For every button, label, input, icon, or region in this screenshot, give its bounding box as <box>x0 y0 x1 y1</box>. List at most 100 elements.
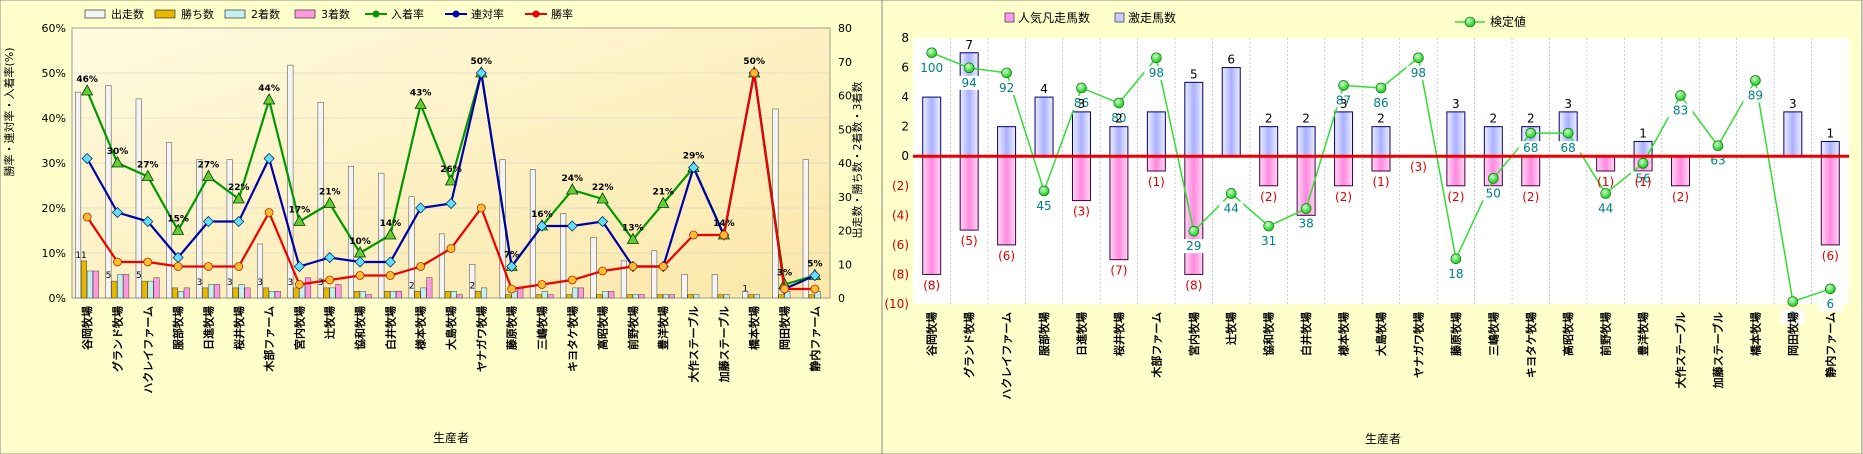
left-x-tick--: 辻牧場 <box>323 306 337 339</box>
right-x-tick--: 服部牧場 <box>1037 312 1051 356</box>
bar-gekisou-0 <box>922 96 942 157</box>
point---11 <box>415 202 427 214</box>
value-label-bg-14 <box>1443 266 1468 281</box>
bar-label-0: 11 <box>75 251 86 261</box>
value-label-bg-4 <box>1069 95 1094 110</box>
left-x-tick--: 様本牧場 <box>414 306 428 350</box>
bar---18 <box>620 260 627 299</box>
bar-gekisou-12 <box>1371 126 1391 157</box>
left-x-axis-title: 生産者 <box>433 430 469 445</box>
left-x-tick--: 日進牧場 <box>201 306 215 350</box>
bar-2--20 <box>693 294 700 299</box>
point---9 <box>355 271 365 280</box>
neg-label-6: (1) <box>1148 175 1165 189</box>
legend-marker-- <box>532 10 540 18</box>
point-kentei-24 <box>1824 283 1836 295</box>
point---12 <box>445 197 457 210</box>
point---1 <box>111 206 124 219</box>
bar---8 <box>323 287 330 299</box>
data-label-3: 15% <box>167 215 189 225</box>
bar---8 <box>317 102 324 299</box>
value-label-bg-7 <box>1181 239 1206 254</box>
bar-3--10 <box>396 291 403 299</box>
point-kentei-21 <box>1712 140 1724 152</box>
bar---14 <box>505 294 512 299</box>
point---17 <box>596 192 609 204</box>
value-label-bg-17 <box>1556 141 1581 156</box>
legend-swatch-bonsou <box>1004 12 1015 23</box>
point---14 <box>507 284 517 294</box>
point---17 <box>597 215 609 228</box>
value-label-10: 38 <box>1298 217 1313 231</box>
data-label-16: 24% <box>562 174 584 184</box>
bar-bonsou-5 <box>1109 155 1129 261</box>
bar---12 <box>444 291 451 299</box>
right-x-tick--: 豊洋牧場 <box>1636 312 1650 356</box>
point---0 <box>82 212 92 222</box>
left-x-tick--: 豊洋牧場 <box>656 306 670 350</box>
right-x-tick--: 岡田牧場 <box>1786 312 1800 356</box>
point---11 <box>416 262 426 271</box>
value-label-bg-3 <box>1032 198 1057 213</box>
bar-bonsou-1 <box>959 155 979 231</box>
point-kentei-17 <box>1562 127 1574 139</box>
point---17 <box>598 266 607 276</box>
bar---21 <box>711 274 718 299</box>
bar-gekisou-4 <box>1071 111 1091 157</box>
point---19 <box>657 196 670 208</box>
bar-gekisou-3 <box>1034 96 1054 157</box>
point---23 <box>780 284 789 294</box>
right-x-tick--: グランド牧場 <box>962 312 976 378</box>
neg-label-9: (2) <box>1260 190 1277 204</box>
legend-swatch-- <box>84 9 106 19</box>
right-chart-y-tick-label: (2) <box>892 179 909 193</box>
value-label-24: 6 <box>1826 297 1834 311</box>
point-kentei-20 <box>1675 90 1686 101</box>
right-x-tick--: 木部ファーム <box>1149 312 1163 379</box>
pos-label-15: 2 <box>1489 112 1497 126</box>
value-label-4: 86 <box>1074 96 1089 110</box>
bar-label-7: 3 <box>288 278 294 288</box>
value-label-19: 56 <box>1635 171 1650 185</box>
point---21 <box>719 230 729 240</box>
bar-label-5: 3 <box>227 278 233 288</box>
neg-label-7: (8) <box>1185 278 1202 292</box>
point---2 <box>141 169 154 181</box>
value-label-8: 44 <box>1224 201 1239 215</box>
bar---11 <box>414 291 421 299</box>
point-kentei-13 <box>1413 52 1424 64</box>
value-label-bg-2 <box>994 80 1019 95</box>
point---20 <box>687 161 700 174</box>
bar-bonsou-12 <box>1371 155 1391 172</box>
point---6 <box>264 208 274 217</box>
bar-2--2 <box>147 280 154 299</box>
left-y-tick-label: 0% <box>49 292 66 305</box>
pos-label-19: 1 <box>1639 126 1647 140</box>
left-x-tick--: 橋本牧場 <box>747 306 761 350</box>
bar---0 <box>80 260 88 299</box>
data-label-20: 29% <box>683 152 705 162</box>
right-axis-title: 出走数・勝ち数・2着数・3着数 <box>850 82 864 239</box>
point---24 <box>810 284 820 294</box>
data-label-19: 21% <box>652 188 674 198</box>
point---15 <box>536 220 548 232</box>
value-label-bg-0 <box>919 60 944 75</box>
point-kentei-9 <box>1263 220 1274 232</box>
right-x-tick--: 日進牧場 <box>1074 312 1088 356</box>
bar-bonsou-7 <box>1184 155 1204 275</box>
point---13 <box>476 203 486 213</box>
legend-label--: 出走数 <box>111 7 144 21</box>
point-kentei-11 <box>1338 80 1349 91</box>
point---0 <box>80 84 94 96</box>
left-x-tick--: ヤナガワ牧場 <box>474 306 488 372</box>
point---1 <box>113 257 122 267</box>
left-y-tick-label: 30% <box>42 157 66 170</box>
bar---20 <box>681 274 688 299</box>
point-kentei-6 <box>1151 52 1162 64</box>
point---22 <box>749 68 759 78</box>
right-chart-y-tick-label: 4 <box>901 90 909 104</box>
right-chart-y-tick-label: 2 <box>901 120 909 134</box>
bar-bonsou-6 <box>1146 155 1166 172</box>
bar---6 <box>262 287 269 299</box>
